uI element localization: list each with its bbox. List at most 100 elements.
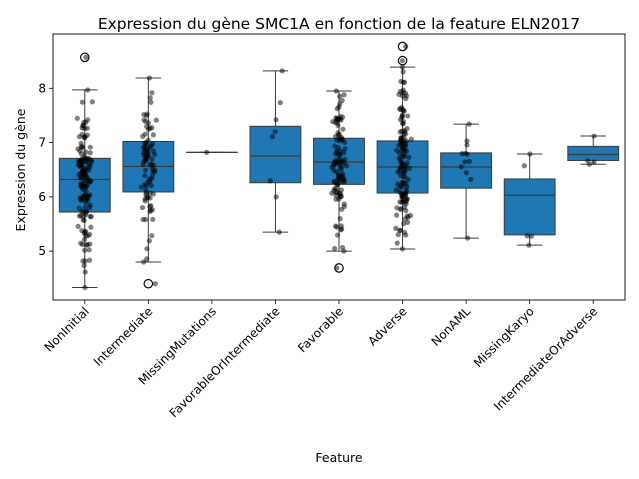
data-point [398,141,404,147]
data-point [143,187,149,193]
data-point [89,99,95,105]
data-point [267,178,273,184]
data-point [337,114,344,120]
data-point [528,233,534,239]
data-point [148,99,154,105]
data-point [342,146,348,152]
data-point [527,151,533,157]
data-point [463,170,470,176]
data-point [396,150,403,156]
data-point [334,232,341,238]
data-point [88,157,95,163]
data-point [143,216,149,223]
box-iqr [567,145,620,161]
data-point [148,203,154,209]
data-point [78,197,84,203]
y-tick-label: 5 [38,244,46,258]
box-group-MissingKaryo [503,151,556,248]
data-point [80,209,86,215]
data-point [76,205,82,211]
data-point [333,223,339,229]
data-point [78,174,84,180]
data-point [337,93,343,99]
data-point [462,150,468,156]
outlier-marker [79,52,90,63]
data-point [396,91,402,98]
data-point [401,151,407,157]
data-point [87,150,93,156]
data-point [397,199,403,205]
data-point [395,231,401,238]
data-point [279,68,285,74]
x-tick-label: NonInitial [42,304,92,354]
data-point [85,87,91,93]
data-point [466,121,472,127]
data-point [468,176,474,183]
data-point [149,233,155,239]
data-point [82,229,88,235]
data-point [79,99,86,105]
data-point [336,173,342,179]
data-point [142,173,148,179]
data-point [150,132,157,138]
data-point [84,193,91,199]
data-point [401,170,407,176]
outlier-marker [143,278,154,289]
data-point [332,245,338,252]
box-group-MissingMutations [185,149,238,155]
box-iqr [249,125,302,184]
data-point [393,225,399,231]
data-point [341,201,347,207]
data-point [400,180,406,186]
data-point [84,132,90,138]
data-point [276,229,282,235]
data-point [464,138,470,144]
data-point [152,151,158,158]
data-point [82,247,88,253]
box-group-NonAML [440,121,493,241]
plot-area [58,41,620,291]
data-point [400,146,406,152]
data-point [150,216,156,222]
data-point [338,206,345,212]
x-tick-label: NonAML [429,304,474,349]
data-point [402,199,408,205]
data-point [521,163,527,169]
data-point [341,139,347,145]
x-tick-label: IntermediateOrAdverse [491,304,600,413]
data-point [340,126,346,132]
data-point [405,177,411,183]
data-point [394,240,400,246]
data-point [87,213,93,220]
data-point [397,227,404,233]
data-point [74,115,80,121]
x-tick-label: MissingKaryo [471,304,537,370]
data-point [149,90,155,96]
data-point [83,54,89,60]
data-point [591,159,597,165]
data-point [204,149,210,155]
chart-title: Expression du gène SMC1A en fonction de … [98,15,580,33]
data-point [404,160,410,166]
data-point [401,221,407,227]
data-point [405,113,411,119]
data-point [408,136,414,142]
data-point [524,233,530,239]
data-point [526,242,532,248]
y-tick-label: 7 [38,136,46,150]
data-point [77,148,83,154]
data-point [149,156,155,162]
box-group-FavorableOrIntermediate [249,68,302,235]
data-point [465,235,471,241]
data-point [336,131,342,137]
data-point [334,106,340,112]
data-point [144,246,150,252]
data-point [331,159,338,165]
data-point [153,117,159,123]
data-point [82,205,88,211]
data-point [401,229,408,236]
data-point [335,122,341,129]
data-point [329,190,335,196]
data-point [86,247,92,253]
